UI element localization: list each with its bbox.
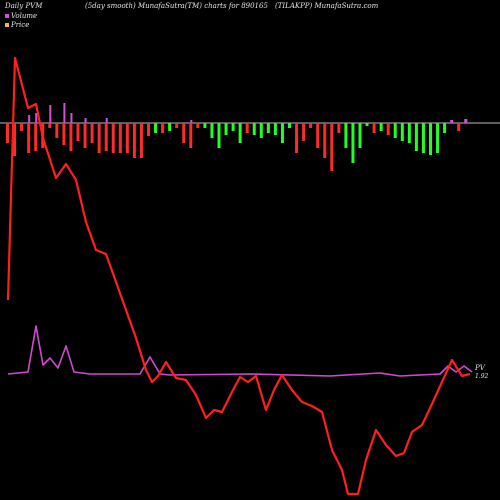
pvm-bar — [189, 123, 193, 148]
pvm-bar — [252, 123, 256, 135]
price-end-label: 1.92 — [475, 373, 489, 380]
volume-bar — [49, 105, 52, 123]
pvm-bar — [217, 123, 221, 148]
pvm-bar — [27, 123, 31, 153]
legend-volume: Volume — [5, 12, 37, 20]
pvm-bar — [295, 123, 299, 153]
pvm-bar — [132, 123, 136, 158]
pvm-bar — [161, 123, 165, 133]
pvm-bar — [62, 123, 66, 145]
pvm-bar — [358, 123, 362, 148]
pvm-bar — [302, 123, 306, 141]
pvm-bar — [175, 123, 179, 128]
pvm-bar — [203, 123, 207, 128]
legend-price: Price — [5, 21, 29, 29]
chart-title: Daily PVM — [5, 2, 43, 10]
pvm-bar — [111, 123, 115, 153]
pvm-bar — [386, 123, 390, 135]
pvm-bar — [450, 120, 454, 123]
pvm-bar — [125, 123, 129, 153]
legend-price-swatch — [5, 23, 9, 27]
price-line — [6, 56, 471, 496]
pvm-bar — [323, 123, 327, 158]
pvm-bar — [196, 123, 200, 128]
pvm-bar — [288, 123, 291, 128]
pvm-bar — [224, 123, 228, 135]
pvm-bar — [48, 123, 52, 128]
pvm-bar — [330, 123, 334, 171]
volume-bar — [63, 103, 66, 123]
legend-volume-label: Volume — [11, 12, 38, 20]
pvm-bar — [407, 123, 411, 143]
pvm-bar — [344, 123, 348, 148]
volume-bar — [105, 118, 108, 123]
pvm-bar — [154, 123, 158, 133]
pvm-bar — [400, 123, 404, 141]
pvm-end-label: PV — [474, 364, 486, 372]
pvm-bar — [421, 123, 425, 153]
pvm-bar — [55, 123, 59, 138]
chart-source: (TILAKPP) MunafaSutra.com — [275, 2, 379, 10]
pvm-bar — [118, 123, 122, 153]
pvm-bar — [266, 123, 270, 133]
pvm-bar — [393, 123, 397, 138]
pvm-bar — [365, 123, 369, 126]
volume-bar — [190, 120, 193, 123]
pvm-bar — [259, 123, 263, 138]
pvm-bar — [464, 119, 468, 123]
pvm-bar — [280, 123, 284, 143]
pvm-bar — [457, 123, 461, 131]
pvm-bar — [231, 123, 235, 131]
pvm-bar — [316, 123, 320, 148]
pvm-bar — [90, 123, 94, 143]
pvm-bar — [372, 123, 376, 133]
pvm-bar — [83, 123, 87, 148]
legend-volume-swatch — [5, 14, 9, 18]
legend-price-label: Price — [11, 21, 30, 29]
pvm-bar — [210, 123, 214, 138]
pvm-bar — [97, 123, 101, 153]
pvm-bar — [337, 123, 341, 133]
pvm-line — [7, 325, 473, 377]
volume-bar — [84, 118, 87, 123]
pvm-bar — [182, 123, 186, 143]
pvm-bar — [76, 123, 80, 141]
pvm-bar — [245, 123, 249, 133]
pvm-bar — [6, 123, 9, 143]
pvm-bar — [147, 123, 150, 136]
chart-subtitle: (5day smooth) MunafaSutra(TM) charts for… — [85, 2, 268, 10]
volume-bar — [28, 115, 31, 123]
pvm-bar — [379, 123, 383, 131]
pvm-bar — [436, 123, 440, 153]
pvm-bar — [139, 123, 143, 158]
volume-bar — [70, 113, 73, 123]
pvm-bar — [13, 123, 17, 156]
pvm-bar — [429, 123, 432, 155]
pvm-bar — [20, 123, 24, 131]
pvm-bar — [309, 123, 313, 128]
pvm-bar — [168, 123, 172, 131]
pvm-bar — [69, 123, 73, 151]
pvm-bar — [238, 123, 242, 143]
pvm-bar — [351, 123, 355, 163]
volume-bar — [35, 113, 38, 123]
pvm-bar — [104, 123, 108, 151]
pvm-bar — [443, 123, 447, 133]
pvm-bar — [273, 123, 277, 135]
pvm-bar — [414, 123, 418, 151]
pvm-bar — [34, 123, 38, 151]
